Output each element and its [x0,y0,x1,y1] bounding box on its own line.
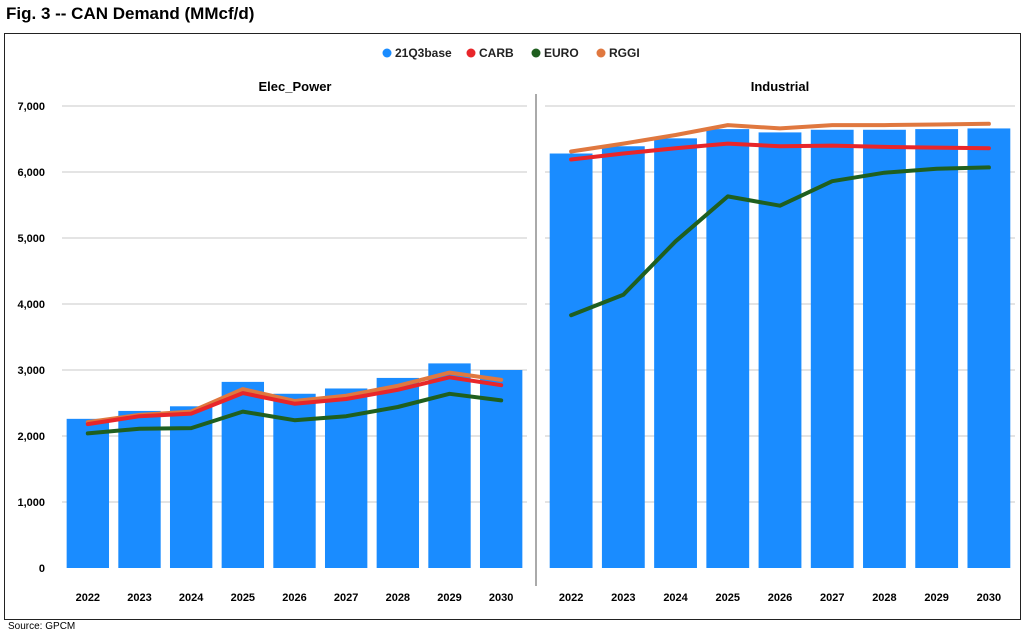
figure-title: Fig. 3 -- CAN Demand (MMcf/d) [6,4,255,23]
x-tick-label-industrial: 2026 [768,592,792,604]
bar-industrial-21q3base [601,146,645,568]
bar-industrial-21q3base [706,129,750,568]
x-tick-label-industrial: 2022 [559,592,583,604]
legend-label-rggi: RGGI [609,46,640,60]
y-tick-label: 0 [39,563,45,575]
line-elec-power-carb [85,375,504,427]
legend-label-21q3base: 21Q3base [395,46,452,60]
bar-elec-power-21q3base [479,370,523,568]
legend-marker-21q3base [382,48,392,58]
x-tick-label-elec-power: 2025 [231,592,255,604]
y-tick-label: 6,000 [17,167,45,179]
x-tick-label-industrial: 2030 [977,592,1001,604]
line-industrial-euro [569,165,991,318]
legend-marker-rggi [596,48,606,58]
x-tick-label-industrial: 2024 [663,592,688,604]
y-tick-label: 5,000 [17,233,45,245]
line-industrial-rggi [569,121,991,154]
bar-elec-power-21q3base [118,410,161,568]
y-tick-label: 2,000 [17,431,45,443]
x-tick-label-industrial: 2025 [716,592,740,604]
x-tick-label-elec-power: 2023 [127,592,151,604]
chart-frame: 21Q3base CARB EURO RGGI 0 1,000 2,000 3,000 4,00… [4,33,1021,620]
bar-elec-power-21q3base [66,418,110,568]
legend-marker-carb [466,48,476,58]
bar-elec-power-21q3base [273,393,316,568]
x-tick-label-industrial: 2027 [820,592,844,604]
bar-industrial-21q3base [967,128,1011,568]
y-tick-label: 1,000 [17,497,45,509]
x-tick-label-industrial: 2028 [872,592,896,604]
legend-label-carb: CARB [479,46,514,60]
x-tick-label-elec-power: 2024 [179,592,204,604]
x-tick-label-elec-power: 2030 [489,592,513,604]
x-tick-label-elec-power: 2027 [334,592,358,604]
legend-marker-euro [531,48,541,58]
x-tick-label-elec-power: 2028 [386,592,410,604]
x-tick-label-elec-power: 2026 [282,592,306,604]
bar-industrial-21q3base [810,129,854,568]
bar-industrial-21q3base [915,129,959,568]
y-tick-label: 7,000 [17,101,45,113]
panel-title-industrial: Industrial [751,79,810,94]
legend-label-euro: EURO [544,46,579,60]
bar-elec-power-21q3base [169,406,213,568]
x-tick-label-industrial: 2029 [924,592,948,604]
x-tick-label-elec-power: 2029 [437,592,461,604]
bar-industrial-21q3base [549,153,593,568]
panel-title-elec-power: Elec_Power [259,79,332,94]
bar-industrial-21q3base [863,129,906,568]
line-elec-power-euro [85,391,504,436]
source-note: Source: GPCM [8,621,76,632]
x-tick-label-elec-power: 2022 [76,592,100,604]
x-tick-label-industrial: 2023 [611,592,635,604]
bar-industrial-21q3base [654,138,697,568]
chart-canvas: 21Q3base CARB EURO RGGI 0 1,000 2,000 3,000 4,00… [17,46,1015,604]
y-tick-label: 3,000 [17,365,45,377]
line-industrial-carb [569,141,991,162]
y-tick-label: 4,000 [17,299,45,311]
